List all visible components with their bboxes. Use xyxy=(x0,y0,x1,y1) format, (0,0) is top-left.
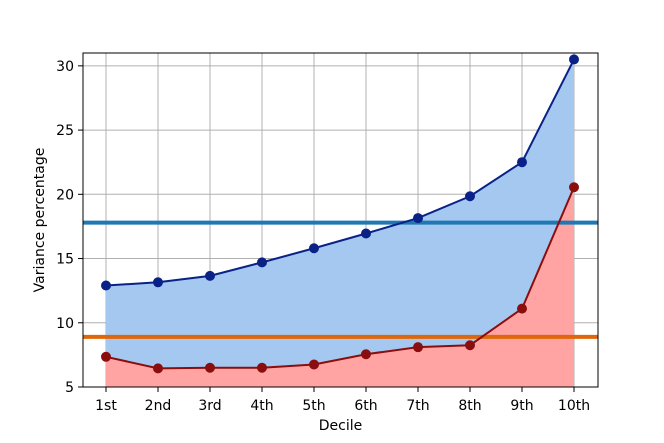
y-axis-label: Variance percentage xyxy=(32,148,48,293)
series-1-line xyxy=(105,58,575,287)
series-1-point xyxy=(413,213,423,224)
series-points xyxy=(101,54,579,374)
y-tick-label: 5 xyxy=(65,380,74,396)
x-axis-label: Decile xyxy=(319,418,362,434)
area-fills xyxy=(106,59,574,387)
axis-ticks: 1st 2nd 3rd 4th 5th 6th 7th 8th 9th 10th 5 10 15 20 25… xyxy=(56,59,590,414)
series-2-point xyxy=(413,342,423,353)
series-1-point xyxy=(569,54,579,65)
series-2-point xyxy=(205,362,215,373)
series-2-point xyxy=(517,303,527,314)
series-2-point xyxy=(569,182,579,193)
x-tick-label: 10th xyxy=(558,398,590,414)
series-lines xyxy=(105,58,575,370)
series-1-point xyxy=(361,228,371,239)
x-tick-label: 3rd xyxy=(198,398,221,414)
y-tick-label: 15 xyxy=(56,252,74,268)
x-tick-label: 1st xyxy=(95,398,117,414)
upper-band-fill xyxy=(106,59,574,369)
y-tick-label: 10 xyxy=(56,316,74,332)
plot-frame xyxy=(82,52,599,388)
series-1-point xyxy=(205,270,215,281)
y-tick-label: 30 xyxy=(56,59,74,75)
series-1-point xyxy=(465,191,475,202)
x-tick-label: 4th xyxy=(250,398,273,414)
series-1-point xyxy=(153,277,163,288)
reference-lines xyxy=(83,220,598,339)
x-tick-label: 7th xyxy=(406,398,429,414)
series-1-point xyxy=(257,257,267,268)
lower-band-fill xyxy=(106,187,574,387)
y-tick-label: 25 xyxy=(56,123,74,139)
series-1-point xyxy=(309,243,319,254)
x-tick-label: 8th xyxy=(458,398,481,414)
x-tick-label: 9th xyxy=(510,398,533,414)
series-2-point xyxy=(257,362,267,373)
series-1-point xyxy=(517,157,527,168)
series-2-point xyxy=(465,340,475,351)
series-2-point xyxy=(309,359,319,370)
series-2-point xyxy=(153,363,163,374)
x-tick-label: 5th xyxy=(302,398,325,414)
series-2-point xyxy=(361,349,371,360)
x-tick-label: 6th xyxy=(354,398,377,414)
series-2-line xyxy=(105,186,575,370)
y-tick-label: 20 xyxy=(56,187,74,203)
series-1-point xyxy=(101,280,111,291)
x-tick-label: 2nd xyxy=(145,398,172,414)
series-2-point xyxy=(101,351,111,362)
